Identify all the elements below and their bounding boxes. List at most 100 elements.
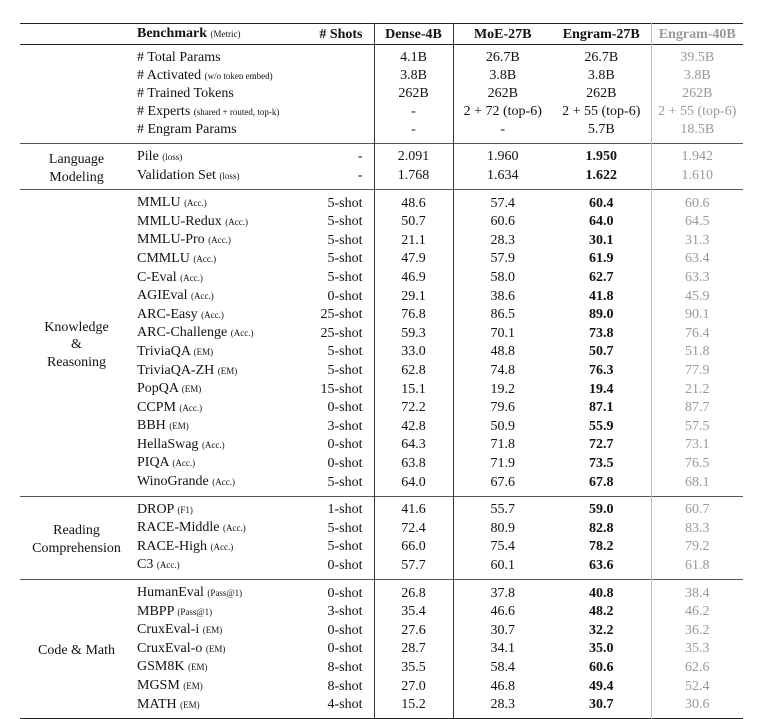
benchmark-cell: CCPM (Acc.) bbox=[133, 399, 310, 418]
category-cell: Language Modeling bbox=[20, 143, 133, 189]
value-cell: 87.1 bbox=[589, 400, 614, 416]
value-cell: 62.7 bbox=[589, 270, 614, 286]
benchmark-metric: (EM) bbox=[169, 421, 189, 432]
value-cell: 262B bbox=[452, 85, 552, 103]
benchmark-cell: # Engram Params bbox=[133, 121, 310, 143]
value-cell: 1.942 bbox=[650, 143, 743, 167]
benchmark-metric: (Acc.) bbox=[201, 309, 224, 320]
benchmark-metric: (loss) bbox=[219, 170, 240, 181]
table-row: CruxEval-i (EM) 0-shot 27.6 30.7 32.2 36.2 bbox=[20, 621, 743, 640]
table-row: MMLU-Pro (Acc.) 5-shot 21.1 28.3 30.1 31.3 bbox=[20, 231, 743, 250]
shots-cell: 25-shot bbox=[320, 307, 363, 323]
shots-cell: 15-shot bbox=[320, 381, 363, 397]
value-cell: 41.8 bbox=[589, 288, 614, 304]
shots-cell: 5-shot bbox=[327, 270, 363, 286]
table-row: Knowledge & Reasoning MMLU (Acc.) 5-shot 48.6… bbox=[20, 189, 743, 370]
value-cell: 63.3 bbox=[650, 268, 743, 288]
value-cell: 45.9 bbox=[650, 287, 743, 306]
value-cell: 66.0 bbox=[373, 537, 453, 557]
benchmark-cell: MATH (EM) bbox=[133, 696, 310, 719]
value-cell: 1.610 bbox=[650, 166, 743, 190]
value-cell: 30.7 bbox=[452, 621, 552, 640]
value-cell: 73.8 bbox=[589, 325, 614, 341]
table-row: # Trained Tokens 262B 262B 262B 262B bbox=[20, 85, 743, 103]
value-cell: 76.4 bbox=[650, 324, 743, 343]
value-cell: 15.1 bbox=[373, 380, 453, 399]
category-label: Comprehension bbox=[32, 540, 121, 556]
value-cell: 70.1 bbox=[452, 324, 552, 343]
value-cell: 35.0 bbox=[589, 641, 614, 657]
shots-cell bbox=[310, 121, 374, 143]
value-cell: 83.3 bbox=[650, 519, 743, 538]
benchmark-name: HumanEval bbox=[137, 585, 204, 601]
benchmark-metric: (Acc.) bbox=[179, 402, 203, 413]
value-cell: 73.1 bbox=[650, 435, 743, 455]
value-cell: 75.4 bbox=[452, 537, 552, 557]
shots-cell: 5-shot bbox=[327, 251, 363, 267]
value-cell: 40.8 bbox=[589, 585, 614, 601]
benchmark-cell: Pile (loss) bbox=[133, 143, 310, 166]
benchmark-metric: (Acc.) bbox=[193, 253, 217, 264]
benchmark-cell: CMMLU (Acc.) bbox=[133, 250, 310, 269]
value-cell: 26.8 bbox=[373, 579, 453, 603]
benchmark-metric: (loss) bbox=[162, 151, 183, 162]
table-row: # Experts (shared + routed, top-k) -2 + 7… bbox=[20, 102, 743, 122]
value-cell: 57.9 bbox=[452, 249, 552, 269]
value-cell: 60.7 bbox=[650, 496, 743, 520]
benchmark-metric: (EM) bbox=[180, 699, 200, 710]
category-label: Reasoning bbox=[46, 354, 107, 370]
value-cell: 48.2 bbox=[589, 604, 614, 620]
category-cell bbox=[20, 45, 133, 144]
value-cell: 47.9 bbox=[373, 249, 453, 269]
value-cell: 35.4 bbox=[373, 602, 453, 622]
value-cell: 68.1 bbox=[650, 473, 743, 497]
shots-cell: 25-shot bbox=[320, 325, 363, 341]
table-row: HellaSwag (Acc.) 0-shot 64.3 71.8 72.7 73.1 bbox=[20, 435, 743, 455]
table-row: Validation Set (loss) -1.768 1.634 1.622 1.6… bbox=[20, 166, 743, 190]
benchmark-cell: WinoGrande (Acc.) bbox=[133, 473, 310, 496]
table-row: # Activated (w/o token embed) 3.8B 3.8B 3.8… bbox=[20, 66, 743, 86]
benchmark-name: # Trained Tokens bbox=[137, 86, 234, 102]
table-row: # Engram Params - - 5.7B 18.5B bbox=[20, 121, 743, 144]
value-cell: 79.6 bbox=[452, 398, 552, 418]
benchmark-metric: (EM) bbox=[181, 384, 202, 395]
table-row: CruxEval-o (EM) 0-shot 28.7 34.1 35.0 35.3 bbox=[20, 639, 743, 659]
value-cell: 57.4 bbox=[452, 189, 552, 213]
benchmark-name: RACE-Middle bbox=[137, 520, 220, 536]
model-header-engram-27b: Engram-27B bbox=[562, 26, 640, 42]
value-cell: 87.7 bbox=[650, 398, 743, 418]
value-cell: 27.0 bbox=[373, 677, 453, 696]
benchmark-cell: C3 (Acc.) bbox=[133, 556, 310, 579]
value-cell: 30.7 bbox=[589, 697, 614, 713]
value-cell: 46.6 bbox=[452, 602, 552, 622]
table-row: GSM8K (EM) 8-shot 35.5 58.4 60.6 62.6 bbox=[20, 658, 743, 677]
value-cell: 34.1 bbox=[452, 639, 552, 659]
table-row: ARC-Challenge (Acc.) 25-shot 59.3 70.1 73.8 7… bbox=[20, 324, 743, 343]
benchmark-metric: (Acc.) bbox=[225, 216, 249, 227]
benchmark-cell: ARC-Challenge (Acc.) bbox=[133, 324, 310, 343]
table-row: Language Modeling Pile (loss) -2.091 1.960 1.… bbox=[20, 143, 743, 185]
benchmark-name: Pile bbox=[137, 148, 159, 164]
benchmark-header: Benchmark (Metric) bbox=[133, 24, 310, 45]
value-cell: 72.2 bbox=[373, 398, 453, 418]
value-cell: 46.2 bbox=[650, 602, 743, 622]
benchmark-name: C-Eval bbox=[137, 269, 177, 285]
shots-cell: 3-shot bbox=[327, 604, 363, 620]
value-cell: 79.2 bbox=[650, 537, 743, 557]
value-cell: 2 + 72 (top-6) bbox=[452, 102, 552, 122]
benchmark-name: TriviaQA-ZH bbox=[137, 362, 215, 378]
value-cell: 55.9 bbox=[589, 418, 614, 434]
benchmark-metric: (Acc.) bbox=[172, 458, 196, 469]
table-row: C3 (Acc.) 0-shot 57.7 60.1 63.6 61.8 bbox=[20, 556, 743, 580]
value-cell: 48.8 bbox=[452, 342, 552, 362]
value-cell: 36.2 bbox=[650, 621, 743, 640]
value-cell: 38.6 bbox=[452, 287, 552, 306]
value-cell: 46.9 bbox=[373, 268, 453, 288]
value-cell: 3.8B bbox=[373, 66, 453, 86]
value-cell: 28.3 bbox=[452, 695, 552, 719]
value-cell: 32.2 bbox=[589, 622, 614, 638]
value-cell: - bbox=[373, 102, 453, 122]
table-row: C-Eval (Acc.) 5-shot 46.9 58.0 62.7 63.3 bbox=[20, 268, 743, 288]
value-cell: 2 + 55 (top-6) bbox=[650, 102, 743, 122]
benchmark-name: BBH bbox=[137, 418, 166, 434]
